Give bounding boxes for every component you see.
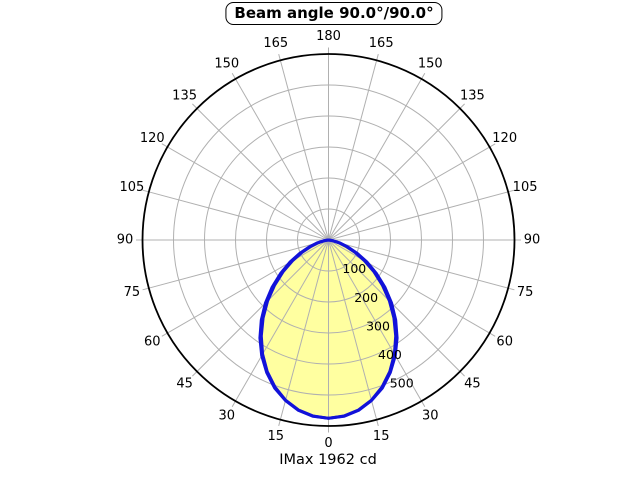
grid-spoke-225	[192, 103, 329, 241]
grid-spoke-330	[231, 239, 329, 407]
beam-curve-inner	[259, 238, 398, 420]
grid-spoke-105	[328, 189, 515, 241]
theta-label-15-left: 15	[268, 429, 285, 444]
grid-spoke-60	[328, 239, 496, 337]
grid-spoke-75	[328, 239, 515, 291]
grid-spoke-165	[328, 53, 379, 241]
theta-label-150-right: 150	[418, 56, 443, 71]
r-label-200: 200	[354, 290, 378, 305]
theta-label-90-left: 90	[117, 233, 134, 248]
imax-caption: IMax 1962 cd	[279, 452, 377, 468]
theta-label-0: 0	[324, 436, 332, 451]
grid-spoke-345	[278, 239, 329, 427]
grid-spoke-150	[328, 73, 426, 241]
theta-label-60-left: 60	[144, 334, 161, 349]
theta-label-30-left: 30	[219, 409, 236, 424]
grid-spoke-30	[328, 239, 426, 407]
grid-spoke-195	[278, 53, 329, 241]
grid-spoke-210	[231, 73, 329, 241]
grid-spoke-300	[161, 239, 329, 337]
r-label-500: 500	[390, 376, 414, 391]
theta-label-105-left: 105	[119, 180, 144, 195]
theta-label-135-left: 135	[172, 89, 197, 104]
grid-spoke-240	[161, 143, 329, 241]
grid-spoke-135	[328, 103, 465, 241]
outer-circle	[141, 53, 516, 427]
theta-label-165-left: 165	[263, 36, 288, 51]
theta-label-105-right: 105	[513, 180, 538, 195]
theta-label-45-right: 45	[464, 376, 481, 391]
grid-spoke-45	[328, 239, 465, 377]
theta-label-30-right: 30	[422, 409, 439, 424]
grid-spoke-255	[142, 189, 329, 241]
theta-label-15-right: 15	[373, 429, 390, 444]
theta-label-75-left: 75	[124, 285, 141, 300]
grid-spoke-285	[142, 239, 329, 291]
r-label-400: 400	[378, 347, 402, 362]
theta-label-150-left: 150	[214, 56, 239, 71]
r-label-100: 100	[342, 261, 366, 276]
grid-spoke-15	[328, 239, 379, 427]
theta-label-180: 180	[316, 29, 341, 44]
theta-label-90-right: 90	[524, 233, 541, 248]
theta-label-45-left: 45	[176, 376, 193, 391]
theta-label-135-right: 135	[460, 89, 485, 104]
theta-label-60-right: 60	[496, 334, 513, 349]
theta-label-120-left: 120	[140, 131, 165, 146]
theta-label-165-right: 165	[369, 36, 394, 51]
theta-label-75-right: 75	[517, 285, 534, 300]
chart-title: Beam angle 90.0°/90.0°	[225, 2, 443, 25]
grid-spoke-315	[192, 239, 329, 377]
r-label-300: 300	[366, 318, 390, 333]
theta-label-120-right: 120	[492, 131, 517, 146]
grid-spoke-120	[328, 143, 496, 241]
